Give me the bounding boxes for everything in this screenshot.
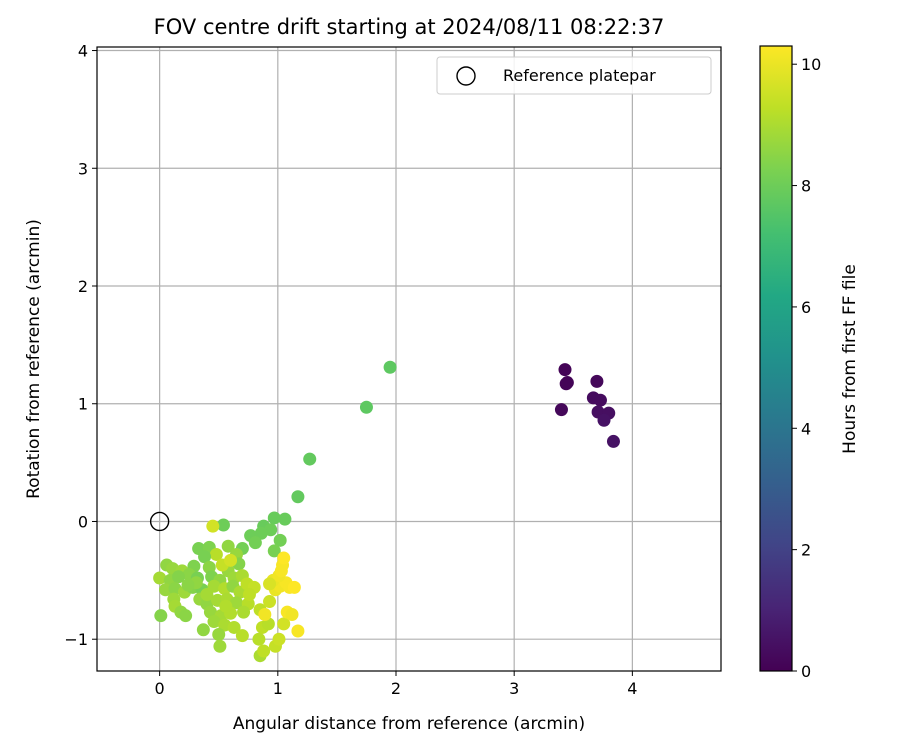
data-point — [216, 518, 230, 532]
data-point — [213, 639, 227, 653]
data-point — [277, 551, 291, 565]
data-point — [558, 363, 572, 377]
data-point — [181, 578, 195, 592]
plot-frame — [96, 46, 722, 672]
data-point — [179, 609, 193, 623]
x-tick-label: 1 — [273, 679, 283, 698]
data-point — [252, 632, 266, 646]
data-point — [235, 629, 249, 643]
data-point — [277, 617, 291, 631]
colorbar-tick-label: 8 — [801, 177, 811, 196]
data-point — [219, 599, 233, 613]
data-point — [291, 490, 305, 504]
legend-label: Reference platepar — [503, 66, 656, 85]
x-tick-label: 3 — [509, 679, 519, 698]
data-point — [209, 547, 223, 561]
y-tick-label: 1 — [78, 395, 88, 414]
data-point — [154, 609, 168, 623]
data-point — [196, 623, 210, 637]
y-tick-label: 4 — [78, 42, 88, 61]
data-point — [229, 596, 243, 610]
data-point — [237, 605, 251, 619]
data-point — [221, 539, 235, 553]
colorbar-tick-label: 2 — [801, 541, 811, 560]
data-point — [227, 620, 241, 634]
data-point — [263, 595, 277, 609]
data-point — [258, 607, 272, 621]
data-point — [593, 393, 607, 407]
data-point — [359, 400, 373, 414]
data-point — [273, 533, 287, 547]
data-point — [267, 511, 281, 525]
colorbar-tick-label: 4 — [801, 419, 811, 438]
reference-marker — [149, 511, 170, 532]
colorbar-ticks: 0 2 4 6 8 10 — [792, 55, 821, 681]
data-point — [200, 587, 214, 601]
colorbar-tick-label: 10 — [801, 55, 821, 74]
data-point — [291, 624, 305, 638]
data-point — [224, 553, 238, 567]
data-points — [153, 360, 620, 663]
x-axis-ticks: 0 1 2 3 4 — [155, 671, 637, 698]
colorbar-tick-label: 0 — [801, 662, 811, 681]
y-axis-ticks: −1 0 1 2 3 4 — [64, 42, 97, 649]
data-point — [159, 583, 173, 597]
data-point — [606, 434, 620, 448]
data-point — [153, 571, 167, 585]
colorbar — [759, 45, 793, 672]
x-axis-label: Angular distance from reference (arcmin) — [233, 714, 585, 734]
y-axis-label: Rotation from reference (arcmin) — [24, 219, 44, 499]
data-point — [206, 519, 220, 533]
data-point — [554, 403, 568, 417]
colorbar-tick-label: 6 — [801, 298, 811, 317]
data-point — [207, 615, 221, 629]
data-point — [303, 452, 317, 466]
y-tick-label: 2 — [78, 277, 88, 296]
data-point — [212, 628, 226, 642]
data-point — [287, 580, 301, 594]
data-point — [590, 374, 604, 388]
y-tick-label: 3 — [78, 159, 88, 178]
legend-marker — [456, 66, 476, 86]
data-point — [383, 360, 397, 374]
data-point — [254, 526, 268, 540]
data-point — [198, 550, 212, 564]
y-tick-label: 0 — [78, 512, 88, 531]
x-tick-label: 2 — [391, 679, 401, 698]
data-point — [278, 512, 292, 526]
legend: Reference platepar — [436, 56, 712, 95]
data-point — [272, 632, 286, 646]
data-point — [242, 587, 256, 601]
data-point — [285, 607, 299, 621]
colorbar-label: Hours from first FF file — [840, 264, 860, 454]
x-tick-label: 0 — [155, 679, 165, 698]
data-point — [559, 377, 573, 391]
data-point — [267, 544, 281, 558]
data-point — [257, 644, 271, 658]
legend-box — [436, 56, 712, 95]
chart-title: FOV centre drift starting at 2024/08/11 … — [154, 15, 665, 39]
data-point — [172, 570, 186, 584]
data-point — [597, 413, 611, 427]
x-tick-label: 4 — [627, 679, 637, 698]
grid-lines — [97, 47, 721, 671]
data-point — [263, 577, 277, 591]
data-point — [248, 536, 262, 550]
y-tick-label: −1 — [64, 630, 88, 649]
